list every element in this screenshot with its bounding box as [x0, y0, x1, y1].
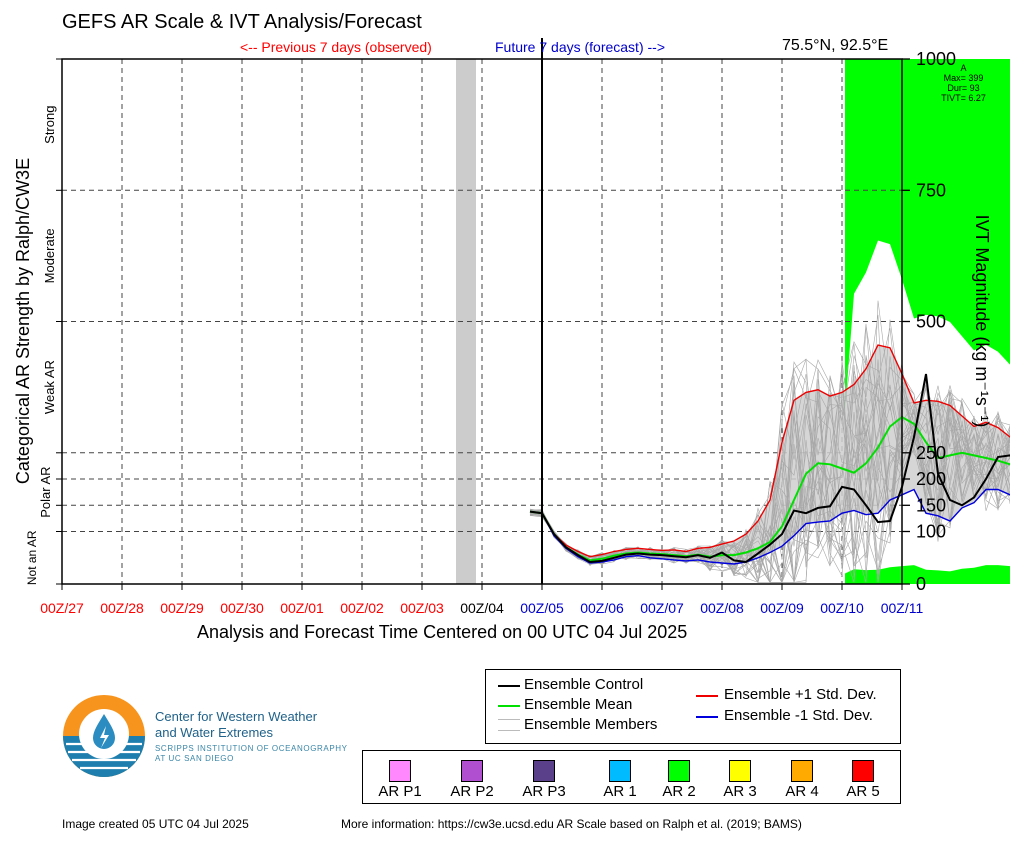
cw3e-logo-icon — [63, 695, 145, 777]
location-label: 75.5°N, 92.5°E — [782, 37, 889, 54]
x-tick-label: 00Z/11 — [881, 600, 924, 616]
y-tick-label: 1000 — [916, 49, 956, 69]
y-tick-label: 250 — [916, 443, 946, 463]
plus-std-line — [529, 344, 1010, 558]
category-label: Polar AR — [38, 466, 53, 517]
x-tick-label: 00Z/03 — [400, 600, 444, 616]
ar-event-tivt: TIVT= 6.27 — [941, 93, 986, 103]
image-created-note: Image created 05 UTC 04 Jul 2025 — [62, 817, 249, 831]
ar-event-duration: Dur= 93 — [947, 83, 979, 93]
category-label-group: Weak AR — [42, 360, 57, 414]
x-tick-label: 00Z/07 — [640, 600, 684, 616]
ar-event-band-lower — [845, 565, 1010, 584]
ensemble-member-line — [529, 359, 1010, 583]
org-subtitle-line1: SCRIPPS INSTITUTION OF OCEANOGRAPHY — [155, 744, 348, 753]
x-tick-label: 00Z/27 — [40, 600, 84, 616]
org-name-line1: Center for Western Weather — [155, 709, 318, 724]
ar-scale-swatch — [389, 760, 411, 782]
y-tick-label: 750 — [916, 180, 946, 200]
category-label-group: Moderate — [42, 228, 57, 283]
category-label-group: Strong — [42, 106, 57, 144]
ar-scale-swatch — [852, 760, 874, 782]
y-tick-label: 500 — [916, 312, 946, 332]
ar-scale-label: AR 5 — [846, 783, 880, 800]
legend-minus-swatch — [696, 716, 718, 718]
page-title: GEFS AR Scale & IVT Analysis/Forecast — [62, 11, 422, 33]
x-tick-label: 00Z/06 — [580, 600, 624, 616]
x-axis-label: Analysis and Forecast Time Centered on 0… — [197, 622, 688, 642]
x-tick-label: 00Z/08 — [700, 600, 744, 616]
ar-scale-label: AR P3 — [522, 783, 566, 800]
ensemble-member-line — [529, 357, 1010, 576]
ar-scale-label: AR P1 — [378, 783, 422, 800]
ensemble-member-line — [529, 343, 1010, 583]
category-label-group: Not an AR — [25, 530, 39, 585]
previous-days-label: <-- Previous 7 days (observed) — [240, 39, 432, 55]
ar-scale-label: AR 1 — [603, 783, 637, 800]
legend-control-swatch — [498, 685, 520, 687]
x-tick-label: 00Z/29 — [160, 600, 204, 616]
category-label: Moderate — [42, 228, 57, 283]
control-line — [529, 373, 1010, 564]
x-tick-label: 00Z/28 — [100, 600, 144, 616]
y-tick-label: 150 — [916, 495, 946, 515]
x-tick-label: 00Z/05 — [520, 600, 564, 616]
ar-event-max: Max= 399 — [944, 73, 984, 83]
ensemble-member-line — [529, 367, 1010, 583]
legend-members-label: Ensemble Members — [524, 716, 658, 733]
ensemble-member-line — [529, 319, 1010, 576]
x-tick-label: 00Z/04 — [460, 600, 504, 616]
ensemble-member-line — [529, 369, 1010, 584]
y-axis-right-label: IVT Magnitude (kg m⁻¹s⁻¹) — [972, 215, 992, 428]
ar-scale-legend: AR P1 AR P2 AR P3 AR 1 AR 2 AR 3 AR 4 AR 5 — [362, 750, 901, 804]
mean-line — [529, 415, 1010, 562]
y-axis-left-label: Categorical AR Strength by Ralph/CW3E — [13, 158, 33, 484]
x-tick-label: 00Z/02 — [340, 600, 384, 616]
ar-scale-swatch — [791, 760, 813, 782]
x-tick-label: 00Z/09 — [760, 600, 804, 616]
category-label: Not an AR — [25, 530, 39, 585]
legend-plus-swatch — [696, 695, 718, 697]
ar-scale-swatch — [533, 760, 555, 782]
ar-scale-label: AR 4 — [785, 783, 819, 800]
future-days-label: Future 7 days (forecast) --> — [495, 39, 666, 55]
org-name-line2: and Water Extremes — [155, 725, 274, 740]
legend-control-label: Ensemble Control — [524, 676, 644, 693]
more-info-note: More information: https://cw3e.ucsd.edu … — [341, 817, 802, 831]
ar-scale-label: AR P2 — [450, 783, 494, 800]
minus-std-line — [529, 488, 1010, 565]
ar-event-band-upper — [845, 59, 1010, 411]
ensemble-spread — [530, 345, 1010, 564]
y-tick-label: 100 — [916, 522, 946, 542]
legend-plus-label: Ensemble +1 Std. Dev. — [724, 686, 877, 703]
series-legend: Ensemble Control Ensemble Mean Ensemble … — [485, 669, 901, 744]
ar-scale-swatch — [461, 760, 483, 782]
x-tick-label: 00Z/30 — [220, 600, 264, 616]
legend-mean-label: Ensemble Mean — [524, 696, 633, 713]
ar-scale-swatch — [668, 760, 690, 782]
category-label-group: Polar AR — [38, 466, 53, 517]
ar-event-label: A — [960, 63, 966, 73]
y-tick-label: 0 — [916, 574, 926, 594]
ar-scale-label: AR 2 — [662, 783, 696, 800]
y-tick-label: 200 — [916, 469, 946, 489]
ensemble-member-line — [529, 399, 1010, 584]
category-label: Strong — [42, 106, 57, 144]
ar-scale-swatch — [609, 760, 631, 782]
x-tick-label: 00Z/01 — [280, 600, 324, 616]
legend-mean-swatch — [498, 705, 520, 707]
x-tick-label: 00Z/10 — [820, 600, 864, 616]
legend-minus-label: Ensemble -1 Std. Dev. — [724, 707, 873, 724]
ar-scale-label: AR 3 — [723, 783, 757, 800]
category-label: Weak AR — [42, 360, 57, 414]
org-subtitle-line2: AT UC SAN DIEGO — [155, 754, 234, 763]
legend-members-swatch — [498, 719, 520, 731]
ar-scale-swatch — [729, 760, 751, 782]
